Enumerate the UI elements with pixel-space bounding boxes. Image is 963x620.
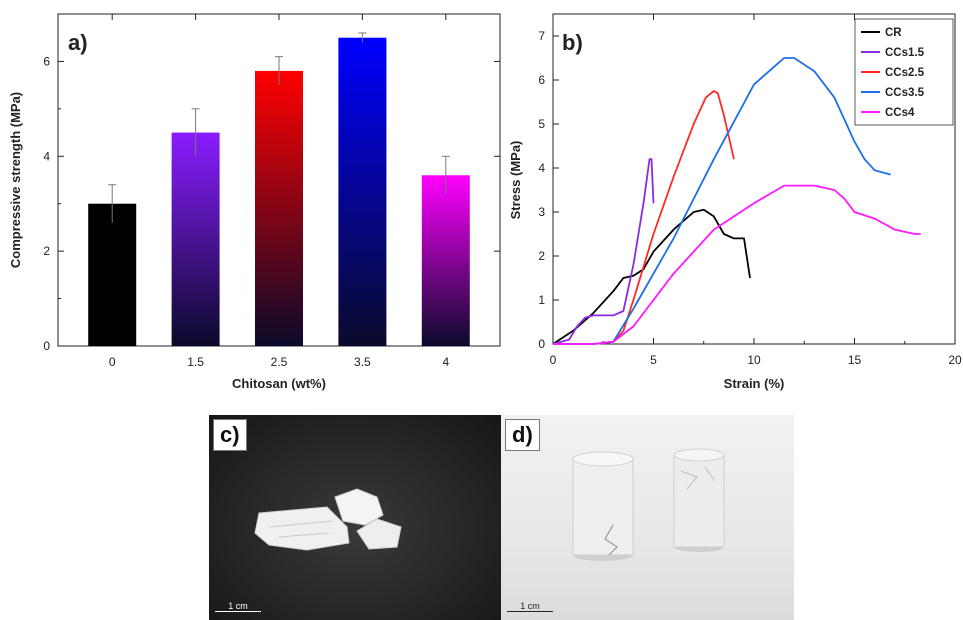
x-tick-label-b: 20 — [948, 353, 962, 367]
y-tick-label-a: 0 — [43, 339, 50, 353]
x-tick-label-a: 4 — [442, 355, 449, 369]
bar-4 — [421, 175, 470, 346]
scale-label-d: 1 cm — [520, 601, 540, 611]
y-tick-label-b: 7 — [538, 29, 545, 43]
x-tick-label-a: 3.5 — [354, 355, 371, 369]
panel-label-c: c) — [213, 419, 247, 451]
scale-line-d — [507, 611, 553, 612]
y-axis-label-b: Stress (MPa) — [508, 141, 523, 220]
legend-label-CR: CR — [885, 27, 902, 39]
legend-label-CCs2.5: CCs2.5 — [885, 67, 925, 79]
panel-label-b: b) — [562, 30, 583, 55]
y-tick-label-b: 0 — [538, 337, 545, 351]
x-tick-label-a: 1.5 — [187, 355, 204, 369]
y-tick-label-b: 5 — [538, 117, 545, 131]
x-tick-label-b: 15 — [848, 353, 862, 367]
y-tick-label-b: 1 — [538, 293, 545, 307]
y-tick-label-b: 6 — [538, 73, 545, 87]
series-line-CCs4 — [553, 184, 921, 345]
axis-ticks-a: 0 2 4 6 0 1.5 2.5 3.5 4 — [43, 14, 500, 369]
y-axis-label-a: Compressive strength (MPa) — [8, 92, 23, 268]
x-tick-label-a: 2.5 — [271, 355, 288, 369]
photo-d-cylinder-samples: d) 1 cm — [501, 415, 794, 620]
panel-label-d: d) — [505, 419, 540, 451]
y-tick-label-b: 4 — [538, 161, 545, 175]
photo-c-fractured-sample: c) 1 cm — [209, 415, 502, 620]
y-tick-label-a: 4 — [43, 149, 50, 163]
x-tick-label-b: 10 — [747, 353, 761, 367]
legend-label-CCs3.5: CCs3.5 — [885, 87, 925, 99]
scale-bar-c: 1 cm — [215, 601, 261, 612]
bar-2.5 — [255, 70, 303, 347]
stress-strain-line-chart: 0 1 2 3 4 5 6 7 0 5 10 15 20 b) Strain (%) Stress (M… — [508, 13, 962, 391]
axis-ticks-b: 0 1 2 3 4 5 6 7 0 5 10 15 20 — [538, 14, 962, 367]
legend-label-CCs1.5: CCs1.5 — [885, 47, 925, 59]
y-tick-label-b: 2 — [538, 249, 545, 263]
compressive-strength-bar-chart: 0 2 4 6 0 1.5 2.5 3.5 4 a) Chitosan (wt%) Compre… — [8, 13, 501, 391]
x-axis-label-a: Chitosan (wt%) — [232, 376, 326, 391]
bar-1.5 — [171, 132, 220, 346]
legend: CR CCs1.5 CCs2.5 CCs3.5 CCs4 — [854, 18, 954, 126]
cylinders-illustration — [572, 448, 725, 561]
series-line-CCs1.5 — [552, 158, 655, 345]
fragments-illustration — [254, 488, 402, 551]
y-tick-label-b: 3 — [538, 205, 545, 219]
legend-label-CCs4: CCs4 — [885, 107, 915, 119]
x-tick-label-a: 0 — [109, 355, 116, 369]
x-axis-label-b: Strain (%) — [724, 376, 785, 391]
scale-bar-d: 1 cm — [507, 601, 553, 612]
bar-0 — [88, 203, 137, 346]
series-lines — [552, 57, 921, 345]
series-line-CCs2.5 — [553, 90, 735, 345]
charts-figure: 0 2 4 6 0 1.5 2.5 3.5 4 a) Chitosan (wt%) Compre… — [8, 13, 962, 391]
bar-3.5 — [338, 37, 387, 346]
x-tick-label-b: 5 — [650, 353, 657, 367]
panel-label-a: a) — [68, 30, 88, 55]
y-tick-label-a: 6 — [43, 54, 50, 68]
bars-group — [88, 32, 470, 347]
series-line-CR — [552, 208, 751, 345]
scale-line-c — [215, 611, 261, 612]
series-line-CCs3.5 — [553, 57, 891, 345]
y-tick-label-a: 2 — [43, 244, 50, 258]
x-tick-label-b: 0 — [550, 353, 557, 367]
scale-label-c: 1 cm — [228, 601, 248, 611]
